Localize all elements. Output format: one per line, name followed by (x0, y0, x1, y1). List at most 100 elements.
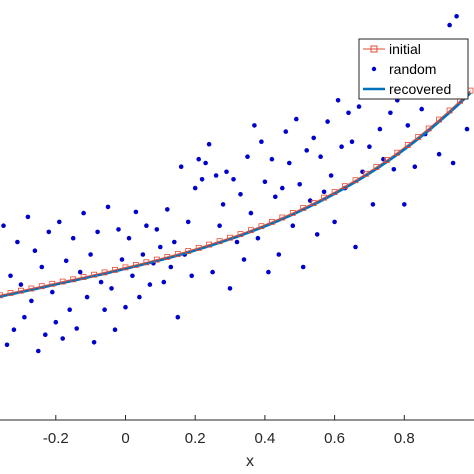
initial-marker (404, 141, 411, 148)
x-tick-label: 0.6 (324, 430, 345, 447)
random-point (74, 326, 79, 331)
random-point (81, 210, 86, 216)
random-point (454, 13, 459, 19)
initial-line (0, 90, 471, 296)
initial-marker (268, 218, 275, 225)
random-point (266, 269, 271, 275)
random-point (210, 269, 215, 275)
initial-marker (352, 177, 359, 184)
recovered-line (0, 91, 472, 298)
random-point (321, 189, 327, 195)
random-point (130, 273, 135, 279)
random-point (137, 294, 142, 300)
random-point (353, 244, 358, 250)
random-point (311, 135, 317, 141)
initial-marker (310, 200, 317, 206)
random-point (245, 154, 250, 159)
random-point (259, 139, 264, 144)
random-point (335, 98, 341, 103)
random-point (102, 307, 107, 313)
random-point (290, 223, 296, 228)
data-layer (0, 13, 474, 354)
random-point (84, 294, 90, 300)
random-point (370, 202, 376, 207)
random-point (112, 327, 118, 333)
random-point (36, 348, 41, 354)
random-point (105, 204, 111, 210)
random-point (189, 273, 194, 279)
random-point (252, 123, 257, 128)
random-point (133, 209, 139, 215)
random-point (57, 219, 62, 225)
initial-marker (446, 107, 453, 114)
random-point (91, 340, 97, 345)
initial-marker (425, 125, 432, 132)
random-point (199, 177, 205, 182)
initial-marker (363, 170, 369, 177)
random-point (168, 264, 174, 270)
random-point (450, 160, 456, 166)
random-point (388, 110, 393, 116)
random-point (126, 235, 132, 241)
random-point (123, 304, 128, 310)
random-point (192, 185, 198, 191)
random-point (332, 219, 337, 225)
legend-random-marker (371, 66, 377, 72)
random-point (402, 202, 407, 207)
x-tick-label: 0.4 (254, 430, 275, 447)
initial-marker (7, 290, 14, 296)
random-point (70, 235, 76, 241)
random-point (238, 192, 243, 197)
random-point (196, 156, 201, 162)
random-point (22, 314, 27, 320)
random-point (217, 223, 222, 228)
random-point (172, 239, 177, 245)
random-point (377, 126, 383, 132)
initial-marker (70, 276, 77, 283)
legend-label-recovered: recovered (389, 81, 451, 97)
random-point (8, 273, 13, 279)
random-point (116, 227, 121, 232)
random-point (147, 282, 153, 287)
random-point (220, 202, 226, 207)
initial-marker (164, 253, 171, 260)
initial-marker (237, 231, 244, 238)
initial-marker (112, 266, 118, 273)
initial-marker (227, 234, 233, 241)
initial-marker (49, 280, 56, 287)
random-point (140, 252, 146, 257)
random-point (178, 164, 184, 169)
random-point (349, 139, 355, 144)
random-point (15, 239, 20, 245)
initial-marker (289, 209, 296, 216)
random-point (262, 179, 268, 185)
initial-marker (185, 248, 192, 254)
initial-marker (80, 274, 87, 281)
random-point (328, 173, 334, 178)
x-tick-label: -0.2 (43, 430, 69, 447)
random-point (318, 154, 323, 159)
initial-marker (38, 283, 45, 290)
initial-marker (247, 227, 254, 234)
random-point (175, 314, 181, 320)
initial-marker (206, 241, 213, 248)
initial-marker (91, 271, 97, 278)
initial-marker (279, 214, 286, 221)
random-point (161, 279, 167, 285)
initial-marker (342, 183, 348, 190)
initial-marker (394, 149, 401, 156)
legend-label-random: random (389, 61, 436, 77)
initial-marker (373, 164, 380, 170)
initial-marker (383, 157, 390, 163)
random-point (39, 264, 45, 270)
random-point (206, 141, 212, 147)
random-point (119, 257, 125, 262)
random-point (464, 126, 470, 132)
initial-marker (153, 256, 160, 263)
random-point (67, 307, 72, 313)
initial-marker (0, 292, 3, 299)
x-axis-label: x (246, 453, 254, 470)
random-point (1, 223, 6, 228)
